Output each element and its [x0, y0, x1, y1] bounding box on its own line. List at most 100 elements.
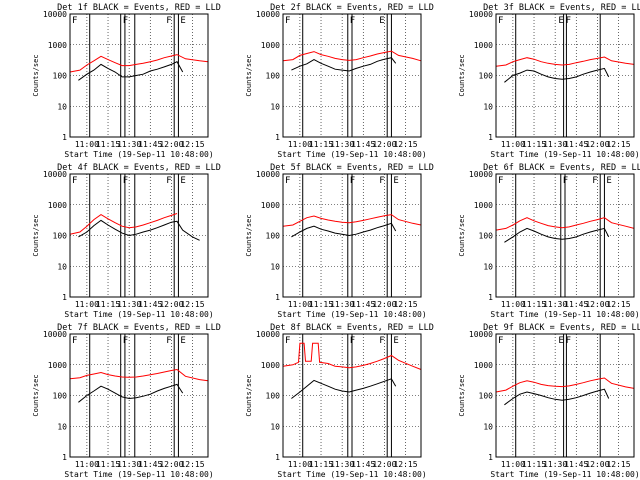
x-tick-label: 11:30 — [117, 300, 141, 309]
x-tick-label: 12:15 — [393, 140, 417, 149]
y-axis-label: Counts/sec — [458, 54, 466, 96]
plot-frame — [69, 333, 209, 458]
marker-label: F — [592, 176, 597, 186]
x-axis-label: Start Time (19-Sep-11 10:48:00) — [277, 470, 426, 479]
y-tick-label: 10 — [483, 102, 493, 111]
x-tick-label: 11:15 — [96, 140, 120, 149]
x-tick-label: 11:00 — [75, 140, 99, 149]
x-tick-label: 11:45 — [351, 140, 375, 149]
marker-label: E — [606, 176, 611, 186]
y-tick-label: 10 — [483, 422, 493, 431]
marker-label: F — [350, 176, 355, 186]
series-events-line — [78, 219, 200, 241]
series-lld-line — [69, 54, 209, 73]
x-tick-label: 11:30 — [330, 140, 354, 149]
x-tick-label: 12:00 — [159, 300, 183, 309]
panel-title: Det 9f BLACK = Events, RED = LLD — [483, 323, 640, 333]
y-tick-label: 100 — [266, 72, 281, 81]
marker-label: E — [558, 16, 563, 26]
x-tick-label: 11:45 — [138, 140, 162, 149]
x-tick-label: 11:30 — [330, 460, 354, 469]
x-tick-label: 11:30 — [543, 460, 567, 469]
x-tick-label: 12:00 — [159, 460, 183, 469]
y-tick-label: 100 — [479, 392, 494, 401]
x-tick-label: 11:30 — [543, 300, 567, 309]
y-tick-label: 1 — [62, 453, 67, 462]
y-axis-label: Counts/sec — [32, 374, 40, 416]
x-tick-label: 11:00 — [501, 140, 525, 149]
series-lld-line — [495, 56, 635, 67]
marker-label: F — [566, 336, 571, 346]
x-tick-label: 12:00 — [585, 140, 609, 149]
panel-title: Det 5f BLACK = Events, RED = LLD — [270, 163, 434, 173]
y-tick-label: 1000 — [474, 41, 493, 50]
y-tick-label: 1 — [488, 453, 493, 462]
y-tick-label: 1 — [275, 453, 280, 462]
y-tick-label: 1000 — [474, 201, 493, 210]
y-tick-label: 10000 — [43, 10, 67, 19]
series-events-line — [291, 222, 397, 238]
marker-label: E — [180, 336, 185, 346]
marker-label: E — [379, 16, 384, 26]
y-tick-label: 1 — [488, 133, 493, 142]
plot-frame — [282, 13, 422, 138]
plot-frame — [495, 13, 635, 138]
x-tick-label: 11:30 — [117, 460, 141, 469]
panel-title: Det 1f BLACK = Events, RED = LLD — [57, 3, 221, 13]
x-tick-label: 11:15 — [309, 140, 333, 149]
series-events-line — [291, 57, 397, 72]
x-axis-label: Start Time (19-Sep-11 10:48:00) — [64, 310, 213, 319]
marker-label: F — [498, 16, 503, 26]
marker-label: F — [72, 16, 77, 26]
marker-label: F — [498, 176, 503, 186]
panel-title: Det 7f BLACK = Events, RED = LLD — [57, 323, 221, 333]
y-tick-label: 10000 — [256, 10, 280, 19]
y-tick-label: 10000 — [469, 170, 493, 179]
x-tick-label: 11:00 — [75, 460, 99, 469]
x-tick-label: 11:15 — [522, 460, 546, 469]
plot-frame — [69, 13, 209, 138]
x-tick-label: 11:15 — [522, 140, 546, 149]
marker-label: F — [123, 176, 128, 186]
y-tick-label: 1000 — [48, 201, 67, 210]
x-tick-label: 11:30 — [117, 140, 141, 149]
y-tick-label: 10 — [57, 102, 67, 111]
marker-label: F — [285, 176, 290, 186]
marker-label: F — [563, 176, 568, 186]
x-tick-label: 11:45 — [564, 300, 588, 309]
plot-frame — [495, 333, 635, 458]
y-tick-label: 10 — [270, 102, 280, 111]
x-tick-label: 12:15 — [393, 300, 417, 309]
y-tick-label: 10000 — [469, 330, 493, 339]
x-tick-label: 12:15 — [180, 460, 204, 469]
y-axis-label: Counts/sec — [458, 374, 466, 416]
x-tick-label: 11:45 — [564, 460, 588, 469]
x-axis-label: Start Time (19-Sep-11 10:48:00) — [277, 150, 426, 159]
marker-label: F — [123, 16, 128, 26]
y-tick-label: 10000 — [43, 170, 67, 179]
x-tick-label: 11:15 — [96, 300, 120, 309]
x-tick-label: 12:00 — [585, 300, 609, 309]
panel-title: Det 2f BLACK = Events, RED = LLD — [270, 3, 434, 13]
marker-label: E — [393, 336, 398, 346]
panel-title: Det 6f BLACK = Events, RED = LLD — [483, 163, 640, 173]
y-axis-label: Counts/sec — [458, 214, 466, 256]
marker-label: E — [180, 16, 185, 26]
y-tick-label: 10 — [57, 262, 67, 271]
y-tick-label: 1000 — [48, 41, 67, 50]
x-tick-label: 11:45 — [138, 300, 162, 309]
marker-label: E — [180, 176, 185, 186]
x-axis-label: Start Time (19-Sep-11 10:48:00) — [64, 150, 213, 159]
y-tick-label: 1 — [275, 133, 280, 142]
x-tick-label: 11:15 — [522, 300, 546, 309]
series-lld-line — [495, 377, 635, 393]
y-tick-label: 100 — [266, 392, 281, 401]
y-tick-label: 1000 — [48, 361, 67, 370]
marker-label: F — [166, 16, 171, 26]
y-tick-label: 1000 — [261, 201, 280, 210]
y-tick-label: 10000 — [43, 330, 67, 339]
